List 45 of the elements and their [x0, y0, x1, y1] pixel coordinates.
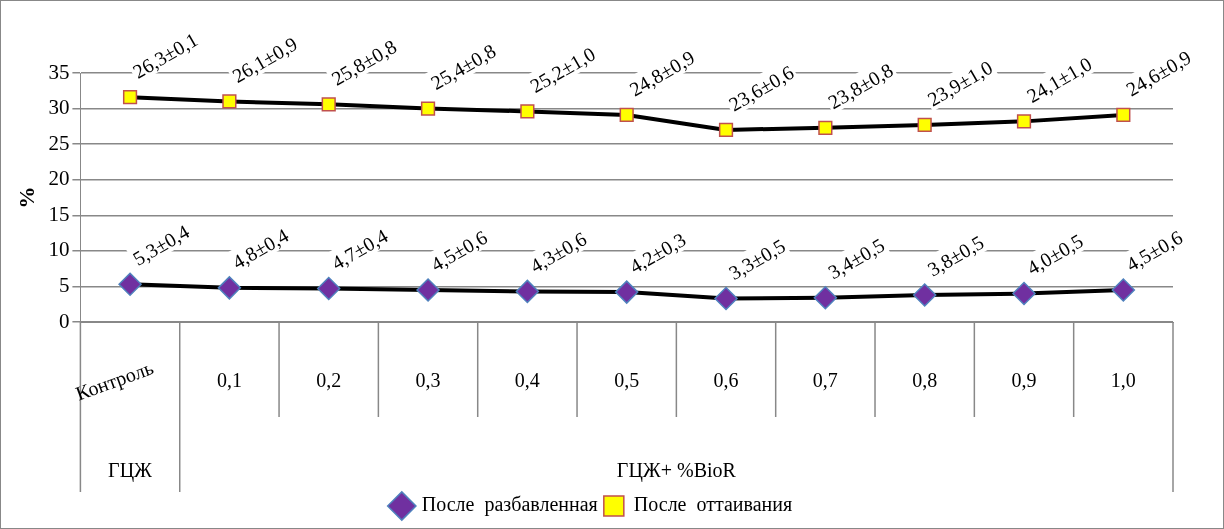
y-tick-label: 20	[48, 166, 70, 191]
x-tick-label: 0,6	[713, 369, 739, 392]
point	[813, 286, 838, 310]
x-tick-label: 0,5	[614, 369, 640, 392]
point	[1012, 281, 1036, 306]
x-tick-label: 0,8	[912, 369, 938, 392]
x-tick-label: 0,4	[514, 369, 540, 392]
y-tick-label: 25	[48, 130, 70, 155]
point	[222, 94, 237, 109]
x-tick-label: 0,7	[812, 369, 838, 392]
point	[912, 283, 937, 307]
x-tick-label: 0,1	[216, 369, 242, 392]
y-axis-title: %	[13, 186, 39, 209]
y-tick-label: 15	[48, 201, 70, 226]
x-tick-label: 0,9	[1011, 369, 1037, 392]
y-tick-label: 10	[48, 237, 70, 262]
point	[614, 280, 639, 304]
point	[619, 107, 634, 123]
point	[420, 101, 436, 116]
y-tick-label: 30	[48, 95, 70, 120]
point	[515, 279, 540, 304]
point	[917, 117, 932, 133]
x-tick-label: 0,2	[316, 369, 342, 392]
point	[520, 104, 535, 119]
point	[217, 276, 242, 300]
y-tick-label: 35	[48, 59, 70, 84]
point	[1116, 107, 1131, 123]
point	[416, 278, 440, 302]
y-tick-label: 5	[58, 272, 70, 297]
point	[818, 120, 833, 135]
y-tick-label: 0	[58, 308, 70, 333]
point	[714, 286, 738, 311]
point	[122, 90, 138, 105]
point	[118, 272, 142, 297]
text: ГЦЖ	[108, 459, 153, 483]
x-tick-label: 0,3	[415, 369, 441, 392]
point	[316, 276, 341, 301]
legend-label: После разбавленная	[421, 493, 598, 517]
text: ГЦЖ+ %BioR	[616, 459, 737, 483]
point	[1016, 114, 1032, 129]
legend-label: После оттаивания	[633, 493, 793, 516]
point	[1111, 278, 1136, 302]
point	[718, 122, 734, 138]
point	[321, 97, 336, 112]
x-tick-label: 1,0	[1110, 369, 1136, 392]
